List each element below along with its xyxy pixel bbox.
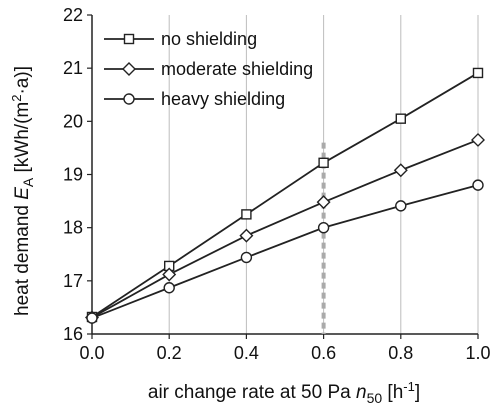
- y-tick-label: 18: [63, 218, 83, 238]
- series-line-no-shielding: [91, 72, 479, 318]
- y-tick-label: 21: [63, 58, 83, 78]
- point-no-shielding: [472, 67, 484, 79]
- x-tick-label: 0.8: [388, 343, 413, 363]
- x-tick-label: 0.6: [311, 343, 336, 363]
- point-moderate-shielding: [239, 228, 254, 243]
- legend-label-heavy-shielding: heavy shielding: [161, 89, 285, 109]
- x-axis-label: air change rate at 50 Pa n50 [h-1]: [148, 379, 420, 406]
- point-heavy-shielding: [317, 221, 330, 234]
- x-tick-label: 0.0: [79, 343, 104, 363]
- legend-label-no-shielding: no shielding: [161, 29, 257, 49]
- legend-label-moderate-shielding: moderate shielding: [161, 59, 313, 79]
- x-tick-label: 0.4: [234, 343, 259, 363]
- legend: no shielding moderate shielding heavy shie…: [104, 29, 313, 109]
- y-tick-label: 16: [63, 324, 83, 344]
- point-moderate-shielding: [393, 163, 408, 178]
- y-tick-label: 19: [63, 165, 83, 185]
- axes: [87, 14, 479, 339]
- point-moderate-shielding: [471, 132, 485, 147]
- y-tick-label: 20: [63, 111, 83, 131]
- point-heavy-shielding: [240, 251, 253, 264]
- series-markers: [85, 67, 485, 325]
- y-tick-label: 22: [63, 5, 83, 25]
- point-no-shielding: [318, 157, 329, 169]
- series-lines: [91, 72, 479, 319]
- y-tick-label: 17: [63, 271, 83, 291]
- legend-marker-moderate-shielding: [122, 62, 136, 76]
- point-no-shielding: [241, 209, 252, 220]
- point-heavy-shielding: [86, 312, 98, 324]
- point-no-shielding: [395, 113, 406, 124]
- x-tick-label: 1.0: [465, 343, 490, 363]
- legend-marker-no-shielding: [123, 33, 135, 45]
- y-axis-label: heat demand EA [kWh/(m2·a)]: [9, 66, 36, 316]
- point-heavy-shielding: [472, 179, 484, 191]
- point-heavy-shielding: [395, 200, 407, 212]
- point-moderate-shielding: [162, 267, 177, 282]
- x-tick-label: 0.2: [157, 343, 182, 363]
- series-line-moderate-shielding: [91, 139, 479, 319]
- point-heavy-shielding: [163, 282, 175, 294]
- legend-marker-heavy-shielding: [123, 93, 135, 105]
- series-line-heavy-shielding: [91, 184, 479, 319]
- point-moderate-shielding: [316, 195, 331, 210]
- tick-labels: 16 17 18 19 20 21 22 0.0 0.2 0.4 0.6 0.8 1.0: [63, 5, 491, 363]
